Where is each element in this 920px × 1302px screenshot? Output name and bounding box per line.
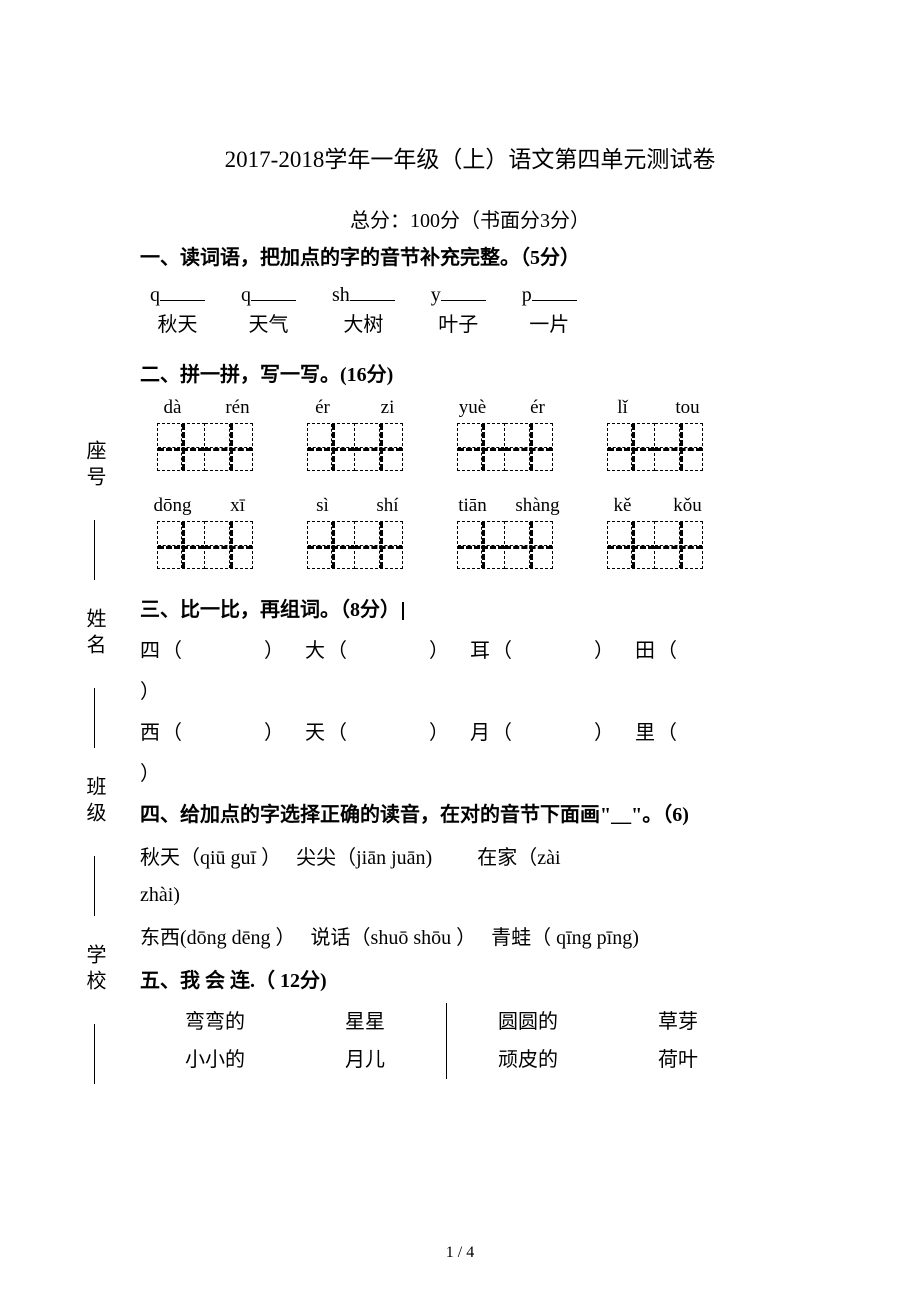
write-box[interactable] — [505, 521, 553, 569]
q2-item: dōngxī — [150, 495, 260, 569]
write-box[interactable] — [655, 521, 703, 569]
write-box[interactable] — [457, 521, 505, 569]
q4-heading: 四、给加点的字选择正确的读音，在对的音节下面画"__"。（6) — [140, 798, 800, 827]
q1-item: sh 大树 — [332, 280, 395, 340]
q5-heading: 五、我 会 连.（ 12分) — [140, 964, 800, 993]
q2-item: dàrén — [150, 397, 260, 471]
write-box[interactable] — [505, 423, 553, 471]
score-subtitle: 总分：100分（书面分3分） — [140, 204, 800, 233]
cursor-mark — [402, 602, 404, 620]
q2-item: yuèér — [450, 397, 560, 471]
q2-rows: dàrén érzi yuèér lǐtou dōngxī sìshí — [150, 397, 800, 569]
q1-heading: 一、读词语，把加点的字的音节补充完整。（5分） — [140, 241, 800, 270]
q3-heading: 三、比一比，再组词。（8分） — [140, 593, 800, 622]
q2-item: kěkǒu — [600, 495, 710, 569]
q5-right-b: 草芽 荷叶 — [603, 1003, 753, 1079]
q1-item: y 叶子 — [431, 280, 486, 340]
write-box[interactable] — [355, 423, 403, 471]
page-title: 2017-2018学年一年级（上）语文第四单元测试卷 — [140, 140, 800, 174]
q4-line: zhài) — [140, 884, 800, 907]
fill-blank[interactable] — [441, 280, 486, 301]
fill-blank[interactable] — [251, 280, 296, 301]
fill-blank[interactable] — [532, 280, 577, 301]
fill-blank[interactable] — [350, 280, 395, 301]
vertical-divider — [446, 1003, 447, 1079]
q1-item: p 一片 — [522, 280, 577, 340]
write-box[interactable] — [157, 423, 205, 471]
q1-items: q 秋天 q 天气 sh 大树 y 叶子 p 一片 — [150, 280, 800, 340]
q3-row-end: ） — [140, 757, 800, 786]
q2-heading: 二、拼一拼，写一写。(16分) — [140, 358, 800, 387]
write-box[interactable] — [457, 423, 505, 471]
q3-row: 西（） 天（） 月（） 里（ — [140, 716, 800, 745]
write-box[interactable] — [307, 521, 355, 569]
write-box[interactable] — [205, 423, 253, 471]
q4-line: 东西(dōng dēng ） 说话（shuō shōu ） 青蛙（ qīng p… — [140, 921, 800, 950]
page-number: 1 / 4 — [0, 1244, 920, 1262]
write-box[interactable] — [205, 521, 253, 569]
q5-left-a: 弯弯的 小小的 — [140, 1003, 290, 1079]
write-box[interactable] — [607, 521, 655, 569]
q3-row: 四（） 大（） 耳（） 田（ — [140, 634, 800, 663]
q5-left-b: 星星 月儿 — [290, 1003, 440, 1079]
q4-line: 秋天（qiū guī ） 尖尖（jiān juān) 在家（zài — [140, 841, 800, 870]
q5-right-a: 圆圆的 顽皮的 — [453, 1003, 603, 1079]
fill-blank[interactable] — [160, 280, 205, 301]
exam-page: 2017-2018学年一年级（上）语文第四单元测试卷 总分：100分（书面分3分… — [0, 0, 920, 1302]
write-box[interactable] — [307, 423, 355, 471]
binding-info: 座号 姓名 班级 学校 — [80, 440, 109, 1084]
write-box[interactable] — [355, 521, 403, 569]
q3-row-end: ） — [140, 675, 800, 704]
q2-item: lǐtou — [600, 397, 710, 471]
q5-content: 弯弯的 小小的 星星 月儿 圆圆的 顽皮的 草芽 荷叶 — [140, 1003, 800, 1079]
q1-item: q 天气 — [241, 280, 296, 340]
write-box[interactable] — [655, 423, 703, 471]
write-box[interactable] — [607, 423, 655, 471]
q2-item: sìshí — [300, 495, 410, 569]
q2-item: tiānshàng — [450, 495, 560, 569]
write-box[interactable] — [157, 521, 205, 569]
q2-item: érzi — [300, 397, 410, 471]
q1-item: q 秋天 — [150, 280, 205, 340]
